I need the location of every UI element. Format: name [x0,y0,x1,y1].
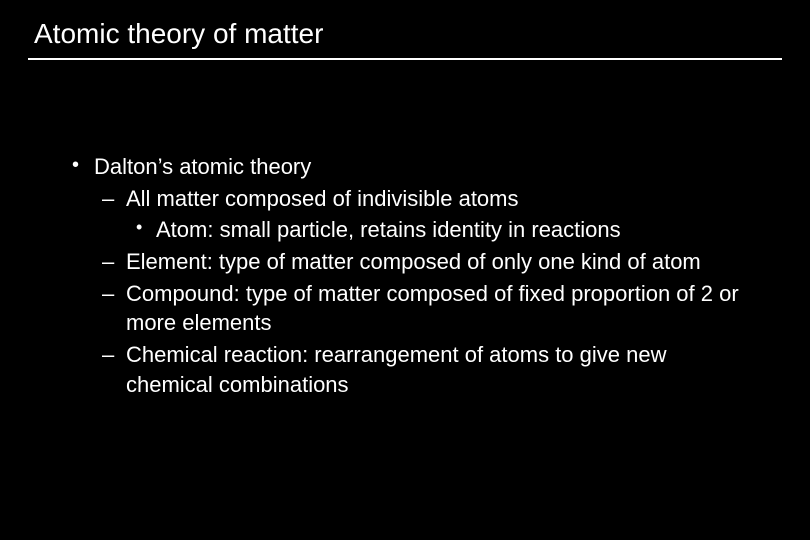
list-item: Atom: small particle, retains identity i… [126,215,742,245]
bullet-list-level3: Atom: small particle, retains identity i… [126,215,742,245]
bullet-text: Chemical reaction: rearrangement of atom… [126,342,666,397]
slide-body: Dalton’s atomic theory All matter compos… [28,60,782,400]
bullet-list-level1: Dalton’s atomic theory All matter compos… [66,152,742,400]
list-item: Chemical reaction: rearrangement of atom… [94,340,742,399]
bullet-text: Dalton’s atomic theory [94,154,311,179]
bullet-text: Element: type of matter composed of only… [126,249,701,274]
list-item: Element: type of matter composed of only… [94,247,742,277]
bullet-text: All matter composed of indivisible atoms [126,186,519,211]
list-item: All matter composed of indivisible atoms… [94,184,742,245]
list-item: Compound: type of matter composed of fix… [94,279,742,338]
bullet-text: Atom: small particle, retains identity i… [156,217,621,242]
bullet-text: Compound: type of matter composed of fix… [126,281,739,336]
slide-title: Atomic theory of matter [28,18,782,58]
bullet-list-level2: All matter composed of indivisible atoms… [94,184,742,400]
slide: Atomic theory of matter Dalton’s atomic … [0,0,810,540]
list-item: Dalton’s atomic theory All matter compos… [66,152,742,400]
